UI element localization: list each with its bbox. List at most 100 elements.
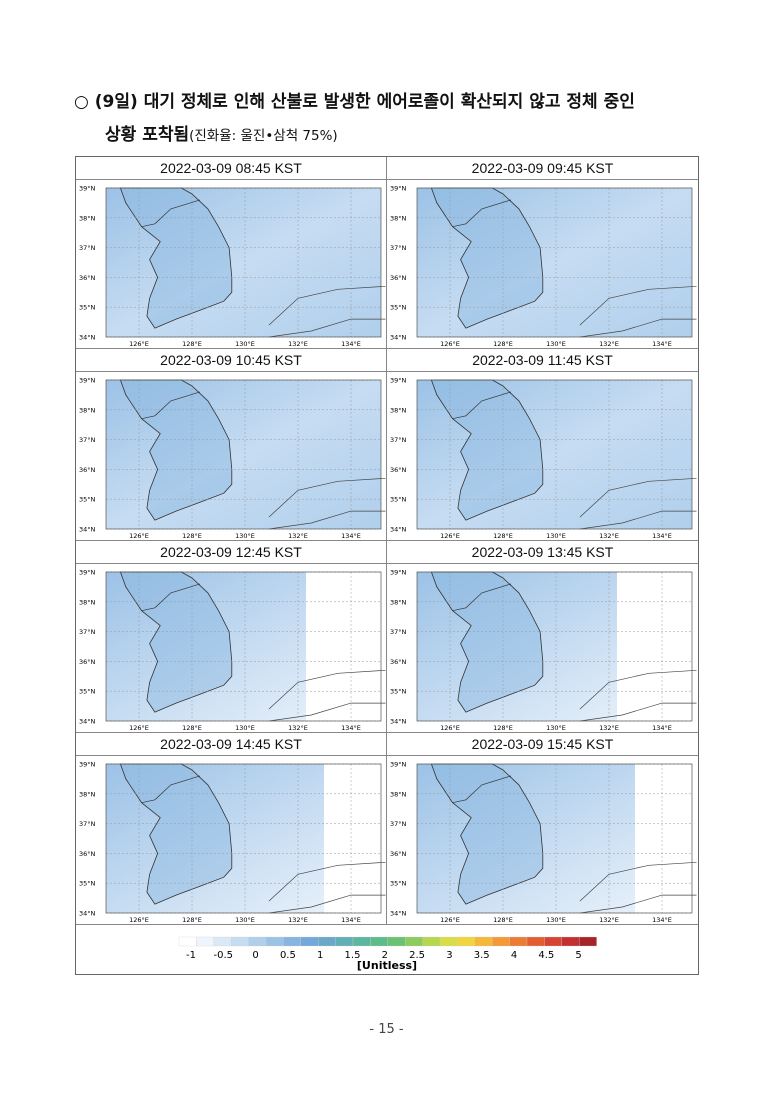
- lat-label: 36°N: [79, 850, 96, 858]
- border: [452, 775, 512, 804]
- map-frame: [105, 763, 382, 914]
- panel-title: 2022-03-09 14:45 KST: [76, 733, 386, 756]
- lon-label: 128°E: [182, 340, 202, 348]
- lon-label: 134°E: [652, 532, 672, 540]
- lon-label: 130°E: [235, 916, 255, 924]
- lat-label: 35°N: [390, 880, 407, 888]
- colorbar-label: 2.5: [409, 950, 425, 961]
- lat-label: 37°N: [390, 436, 407, 444]
- colorbar-unit: [Unitless]: [357, 959, 417, 972]
- colorbar-swatch: [561, 936, 580, 947]
- lat-label: 35°N: [390, 304, 407, 312]
- coastline: [268, 510, 386, 530]
- map-panel: 2022-03-09 15:45 KST 39°N 38°N 37°N 36°N 35°N…: [387, 733, 698, 925]
- lon-label: 134°E: [341, 340, 361, 348]
- coastline: [268, 477, 386, 518]
- lon-label: 126°E: [129, 916, 149, 924]
- lon-label: 128°E: [182, 532, 202, 540]
- colorbar-swatch: [579, 936, 597, 947]
- lat-label: 34°N: [79, 910, 96, 918]
- panel-title: 2022-03-09 11:45 KST: [387, 349, 698, 372]
- coastline: [579, 702, 697, 722]
- border: [141, 391, 201, 420]
- lon-label: 126°E: [129, 724, 149, 732]
- page-number: - 15 -: [369, 1022, 404, 1037]
- lon-label: 128°E: [493, 916, 513, 924]
- lat-label: 35°N: [390, 496, 407, 504]
- lon-label: 132°E: [288, 532, 308, 540]
- lat-label: 38°N: [79, 406, 96, 414]
- colorbar-label: 1.5: [345, 950, 361, 961]
- lat-label: 38°N: [390, 406, 407, 414]
- lat-label: 39°N: [79, 185, 96, 193]
- lon-label: 126°E: [440, 724, 460, 732]
- panel-title: 2022-03-09 09:45 KST: [387, 157, 698, 180]
- colorbar-swatch: [300, 936, 319, 947]
- colorbar-swatch: [457, 936, 475, 947]
- map-panel: 2022-03-09 10:45 KST 39°N 38°N 37°N 36°N 35°N…: [76, 349, 387, 541]
- map-area: [417, 188, 692, 337]
- lat-label: 37°N: [390, 628, 407, 636]
- map: 39°N 38°N 37°N 36°N 35°N 34°N 126°E 128°E 130°E 1…: [390, 377, 697, 540]
- coastline: [268, 861, 386, 902]
- lon-label: 126°E: [129, 340, 149, 348]
- panel-title: 2022-03-09 10:45 KST: [76, 349, 386, 372]
- map: 39°N 38°N 37°N 36°N 35°N 34°N 126°E 128°E 130°E 1…: [79, 185, 386, 348]
- lat-label: 37°N: [79, 436, 96, 444]
- map: 39°N 38°N 37°N 36°N 35°N 34°N 126°E 128°E 130°E 1…: [390, 569, 697, 732]
- colorbar-label: 2: [382, 950, 388, 961]
- colorbar-swatch: [526, 936, 545, 947]
- coastline: [268, 702, 386, 722]
- lat-label: 35°N: [79, 688, 96, 696]
- coastline: [268, 318, 386, 338]
- coastline: [579, 318, 697, 338]
- lon-label: 132°E: [599, 916, 619, 924]
- lat-label: 39°N: [79, 761, 96, 769]
- colorbar-label: 3.5: [474, 950, 490, 961]
- coastline: [579, 894, 697, 914]
- no-data: [324, 764, 381, 913]
- panel-title: 2022-03-09 15:45 KST: [387, 733, 698, 756]
- lat-label: 36°N: [390, 466, 407, 474]
- no-data: [306, 572, 381, 721]
- lat-label: 36°N: [390, 658, 407, 666]
- colorbar-swatch: [248, 936, 267, 947]
- lat-label: 39°N: [390, 377, 407, 385]
- lon-label: 134°E: [341, 916, 361, 924]
- map-frame: [416, 571, 693, 722]
- lat-label: 38°N: [390, 598, 407, 606]
- lon-label: 128°E: [182, 916, 202, 924]
- lat-label: 39°N: [390, 185, 407, 193]
- map-panel: 2022-03-09 13:45 KST 39°N 38°N 37°N 36°N 35°N…: [387, 541, 698, 733]
- lat-label: 37°N: [390, 820, 407, 828]
- heading-text: 상황 포착됨: [105, 125, 190, 145]
- lat-label: 36°N: [79, 466, 96, 474]
- coastline: [579, 477, 697, 518]
- heading-note: (진화율: 울진•삼척 75%): [189, 128, 338, 144]
- lon-label: 132°E: [288, 916, 308, 924]
- lon-label: 130°E: [235, 532, 255, 540]
- colorbar-label: -1: [186, 950, 196, 961]
- lat-label: 38°N: [79, 598, 96, 606]
- heading-line: 상황 포착됨(진화율: 울진•삼척 75%): [74, 119, 714, 153]
- lat-label: 34°N: [390, 526, 407, 534]
- lon-label: 132°E: [599, 340, 619, 348]
- coastline: [268, 285, 386, 326]
- no-data: [617, 572, 692, 721]
- colorbar-swatch: [492, 936, 510, 947]
- lat-label: 36°N: [79, 274, 96, 282]
- colorbar-label: 1: [317, 950, 323, 961]
- lat-label: 39°N: [79, 377, 96, 385]
- colorbar-swatch: [370, 936, 388, 947]
- map-panel: 2022-03-09 12:45 KST 39°N 38°N 37°N 36°N 35°N…: [76, 541, 387, 733]
- lon-label: 134°E: [341, 724, 361, 732]
- lat-label: 35°N: [79, 496, 96, 504]
- colorbar-swatch: [544, 936, 562, 947]
- lat-label: 34°N: [79, 718, 96, 726]
- map-area: [417, 380, 692, 529]
- colorbar-swatch: [509, 936, 528, 947]
- lon-label: 126°E: [440, 340, 460, 348]
- colorbar-swatch: [439, 936, 458, 947]
- map-frame: [416, 379, 693, 530]
- panel-title: 2022-03-09 12:45 KST: [76, 541, 386, 564]
